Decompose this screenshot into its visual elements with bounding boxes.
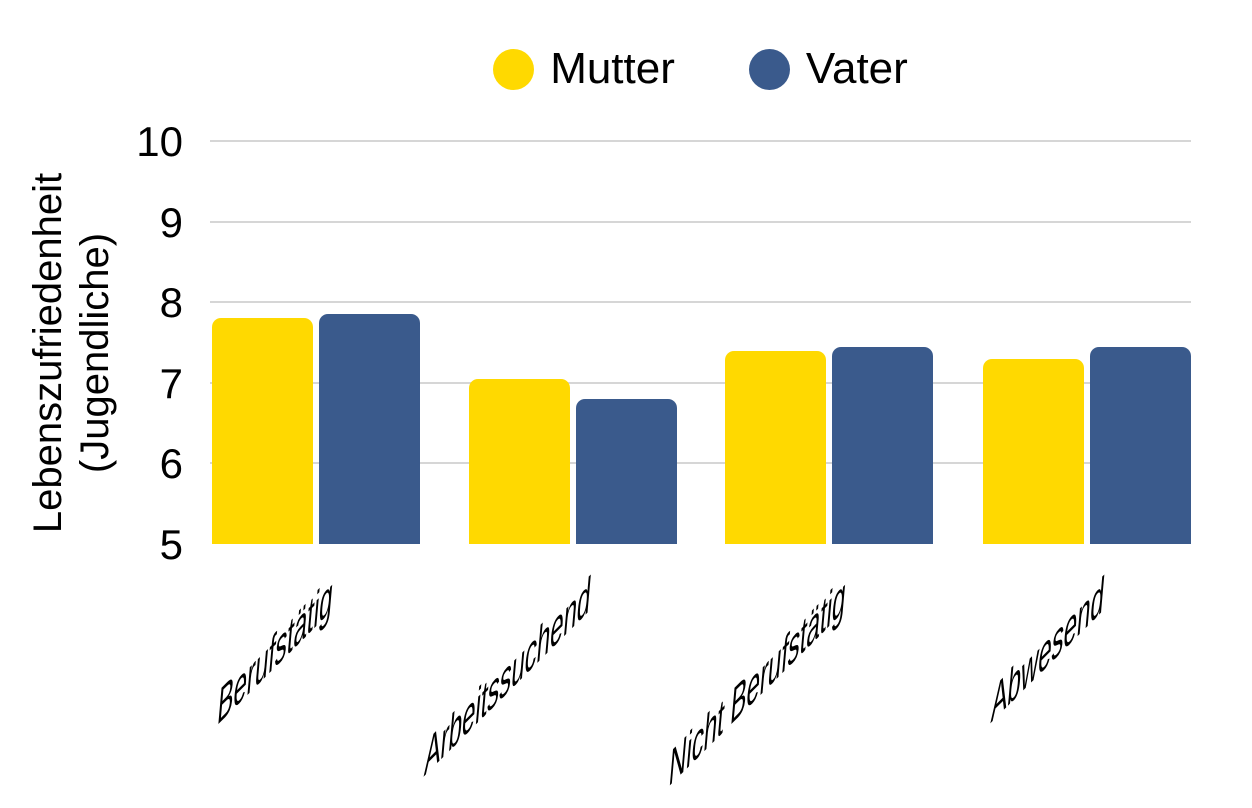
gridline	[210, 140, 1191, 142]
legend-swatch-circle	[748, 48, 790, 90]
y-tick-label: 10	[136, 118, 183, 165]
y-tick-label: 9	[159, 198, 183, 246]
legend: Mutter Vater	[210, 44, 1191, 94]
x-tick-label: Berufstätig	[215, 564, 336, 739]
bar-vater	[318, 314, 420, 544]
x-tick-label: Arbeitssuchend	[421, 564, 593, 790]
x-tick-label: Nicht Berufstätig	[666, 564, 849, 800]
bar-mutter	[724, 350, 826, 544]
legend-label: Mutter	[550, 44, 675, 93]
bar-mutter	[983, 358, 1084, 544]
gridline	[210, 381, 1191, 384]
x-tick-label: Abwesend	[989, 564, 1107, 736]
legend-swatch-circle	[493, 48, 535, 90]
legend-item-vater: Vater	[748, 44, 908, 93]
y-tick-label: 8	[159, 279, 183, 327]
legend-label: Vater	[805, 44, 908, 93]
y-tick-label: 6	[159, 440, 183, 488]
y-tick-label: 7	[159, 359, 183, 407]
legend-item-mutter: Mutter	[493, 47, 675, 91]
gridline	[210, 301, 1191, 304]
y-tick-label: 5	[159, 521, 183, 568]
bar-vater	[1090, 346, 1191, 544]
bar-mutter	[211, 318, 313, 544]
gridline	[210, 462, 1191, 465]
bar-mutter	[469, 378, 570, 544]
bar-vater	[831, 346, 933, 544]
bar-vater	[576, 398, 677, 544]
gridline	[210, 220, 1191, 223]
plot-area: Berufstätig Arbeitssuchend Nicht Berufstät…	[210, 140, 1191, 800]
